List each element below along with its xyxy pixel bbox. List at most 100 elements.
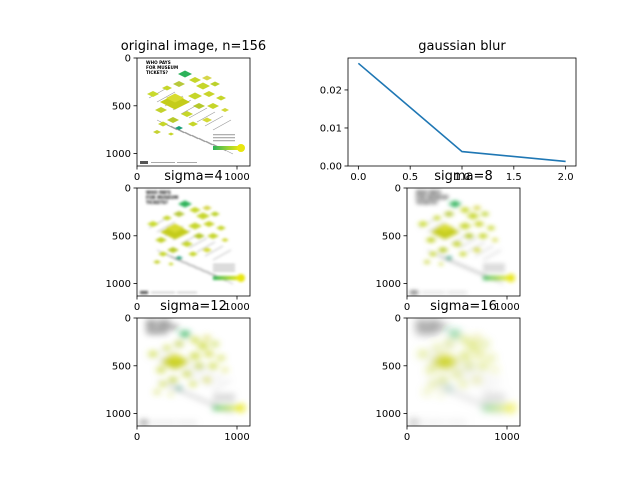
iso-block [162, 345, 172, 351]
poster-headline-line: FOR MUSEUM [416, 325, 448, 330]
poster-headline-line: WHO PAYS [146, 190, 171, 195]
x-tick-label: 0.5 [402, 172, 418, 183]
iso-block [203, 91, 215, 97]
iso-block [472, 247, 482, 253]
y-tick-label: 0 [395, 314, 401, 325]
footer-text [447, 422, 467, 423]
iso-block [417, 351, 429, 357]
axes-frame [136, 57, 251, 167]
iso-block [202, 75, 212, 81]
y-tick-label: 1000 [376, 279, 401, 290]
iso-block [196, 82, 210, 90]
iso-block [188, 251, 198, 257]
iso-block [436, 353, 454, 363]
footer-text [151, 162, 175, 163]
iso-block [438, 262, 444, 266]
iso-block [459, 207, 471, 213]
iso-line [196, 371, 216, 383]
iso-block [210, 211, 220, 217]
iso-block [168, 392, 174, 396]
iso-block [202, 205, 212, 211]
x-tick-label: 1000 [224, 172, 249, 183]
x-tick-label: 0 [134, 172, 140, 183]
poster-headline-line: WHO PAYS [146, 60, 171, 65]
iso-block [216, 225, 226, 231]
iso-block [207, 363, 219, 369]
iso-block [173, 341, 185, 347]
footer-text [421, 422, 445, 423]
iso-block-green [178, 330, 192, 338]
iso-line [474, 245, 494, 257]
iso-block [168, 132, 174, 136]
iso-block [155, 237, 167, 243]
iso-line [191, 134, 213, 146]
iso-block [202, 247, 212, 253]
iso-block [491, 368, 499, 372]
iso-block [189, 207, 201, 213]
iso-block [423, 390, 431, 394]
iso-block [175, 126, 183, 130]
legend-gradient-bar [483, 406, 509, 410]
iso-line [482, 249, 502, 261]
iso-line [163, 382, 185, 394]
legend-text-line [213, 397, 235, 399]
y-tick-label: 0 [395, 184, 401, 195]
iso-line [461, 264, 483, 276]
iso-line [426, 249, 448, 261]
iso-line [163, 252, 185, 264]
iso-block [155, 367, 167, 373]
iso-line [177, 388, 199, 400]
iso-block [491, 238, 499, 242]
iso-line [170, 385, 192, 397]
iso-block [210, 81, 220, 87]
iso-block [473, 221, 485, 227]
iso-block [451, 371, 463, 377]
iso-line [458, 237, 478, 249]
iso-block [158, 381, 168, 387]
legend-text-line [483, 400, 505, 402]
iso-block [166, 353, 184, 363]
poster-headline-line: WHO PAYS [146, 320, 171, 325]
iso-block [166, 93, 184, 103]
iso-block [193, 103, 205, 109]
plot-background [348, 58, 576, 166]
iso-line [204, 245, 224, 257]
iso-block [216, 95, 226, 101]
x-tick-label: 1000 [224, 302, 249, 313]
iso-line [156, 249, 178, 261]
x-tick-label: 1000 [494, 302, 519, 313]
panel-title: sigma=4 [164, 169, 222, 184]
y-tick-label: 1000 [376, 409, 401, 420]
iso-block [443, 341, 455, 347]
axes-frame [136, 187, 251, 297]
iso-block [445, 256, 453, 260]
y-tick-label: 0.01 [320, 123, 342, 134]
iso-block [188, 352, 202, 360]
iso-block [477, 233, 489, 239]
iso-block [203, 221, 215, 227]
iso-block [436, 223, 454, 233]
iso-block [472, 335, 482, 341]
iso-block [188, 92, 202, 100]
legend-gradient-bar [213, 406, 239, 410]
iso-block [486, 355, 496, 361]
iso-block [167, 117, 179, 123]
iso-line [466, 371, 486, 383]
legend-text-line [483, 270, 505, 272]
iso-block [466, 212, 480, 220]
iso-line [474, 375, 494, 387]
legend-circle [237, 144, 245, 152]
iso-block [153, 130, 161, 134]
iso-line [156, 221, 176, 233]
iso-block [207, 103, 219, 109]
y-tick-label: 500 [112, 231, 131, 242]
x-tick-label: 0.0 [350, 172, 366, 183]
poster-headline-line: FOR MUSEUM [416, 195, 448, 200]
iso-line [184, 131, 206, 143]
